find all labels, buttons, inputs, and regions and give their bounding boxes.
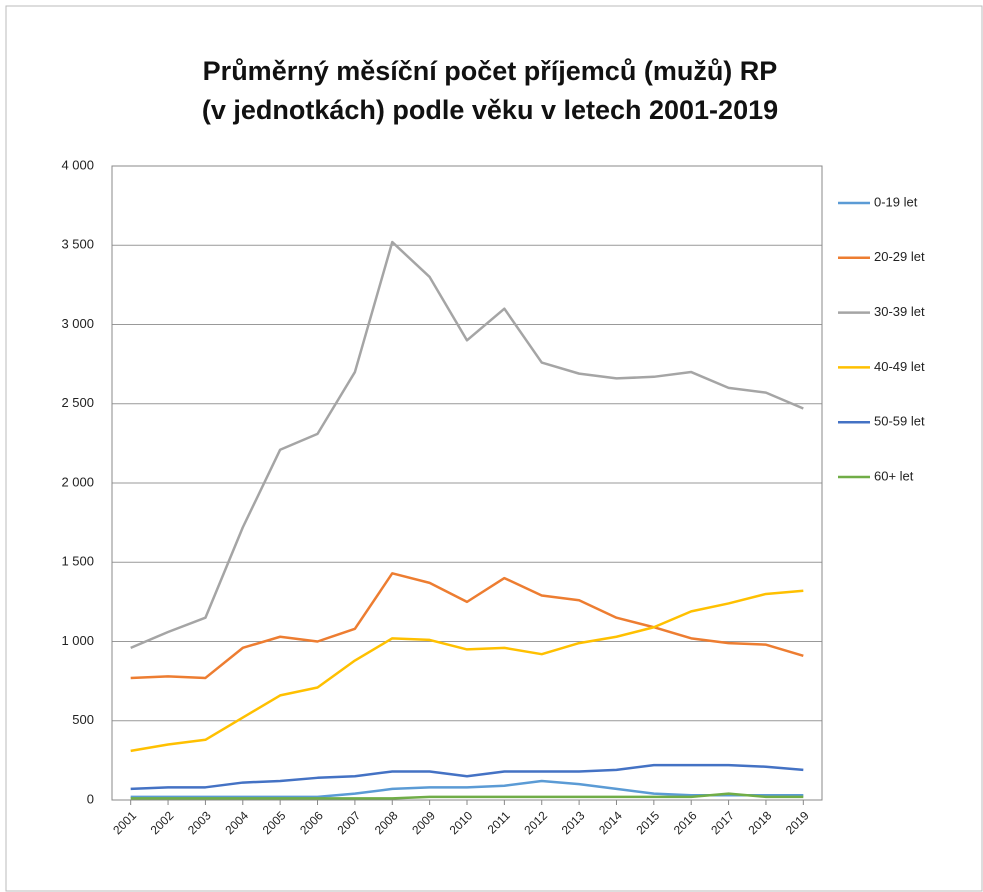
chart-title: (v jednotkách) podle věku v letech 2001-… xyxy=(202,95,778,125)
line-series xyxy=(130,779,804,799)
y-tick-label: 1 500 xyxy=(61,554,94,569)
x-tick-label: 2005 xyxy=(260,808,289,837)
x-tick-label: 2014 xyxy=(596,808,625,837)
x-tick-label: 2010 xyxy=(447,808,476,837)
x-tick-label: 2011 xyxy=(485,808,513,836)
y-tick-label: 500 xyxy=(72,712,94,727)
x-tick-label: 2006 xyxy=(297,808,326,837)
chart-frame xyxy=(5,5,983,892)
line-series xyxy=(130,572,804,680)
line-series xyxy=(130,589,804,753)
x-tick-label: 2008 xyxy=(372,808,401,837)
legend-label: 50-59 let xyxy=(874,414,925,429)
x-tick-label: 2019 xyxy=(783,808,812,837)
y-tick-label: 2 500 xyxy=(61,395,94,410)
x-tick-label: 2013 xyxy=(559,808,588,837)
y-tick-label: 1 000 xyxy=(61,633,94,648)
legend-label: 30-39 let xyxy=(874,304,925,319)
x-tick-label: 2012 xyxy=(521,808,550,837)
chart-title: Průměrný měsíční počet příjemců (mužů) R… xyxy=(203,56,778,86)
line-series xyxy=(130,240,804,649)
line-series xyxy=(130,763,804,791)
x-tick-label: 2016 xyxy=(671,808,700,837)
legend-label: 40-49 let xyxy=(874,359,925,374)
x-tick-label: 2001 xyxy=(110,808,139,837)
x-tick-label: 2018 xyxy=(746,808,775,837)
x-tick-label: 2007 xyxy=(334,808,363,837)
legend-label: 0-19 let xyxy=(874,194,918,209)
line-series xyxy=(130,792,804,800)
x-tick-label: 2002 xyxy=(148,808,177,837)
x-tick-label: 2003 xyxy=(185,808,214,837)
legend-label: 20-29 let xyxy=(874,249,925,264)
y-tick-label: 3 000 xyxy=(61,316,94,331)
x-tick-label: 2015 xyxy=(633,808,662,837)
y-tick-label: 2 000 xyxy=(61,474,94,489)
x-tick-label: 2009 xyxy=(409,808,438,837)
y-tick-label: 4 000 xyxy=(61,157,94,172)
x-tick-label: 2017 xyxy=(708,808,737,837)
y-tick-label: 3 500 xyxy=(61,237,94,252)
y-tick-label: 0 xyxy=(87,791,94,806)
x-tick-label: 2004 xyxy=(222,808,251,837)
legend-label: 60+ let xyxy=(874,468,914,483)
